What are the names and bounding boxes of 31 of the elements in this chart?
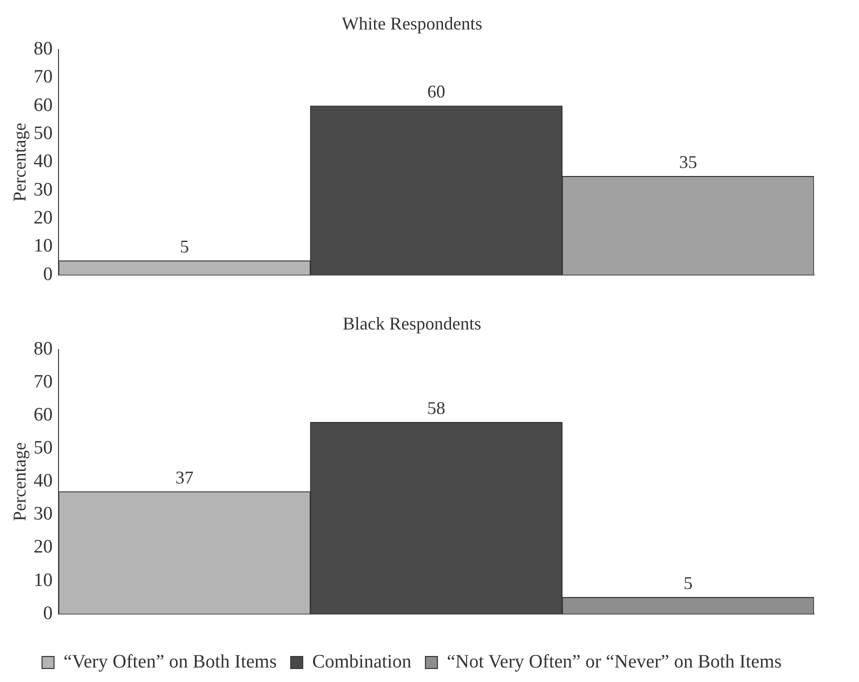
y-axis-title: Percentage	[10, 442, 30, 522]
y-tick-label: 0	[43, 602, 53, 624]
y-tick-label: 60	[34, 94, 53, 116]
y-tick-label: 80	[34, 38, 53, 60]
y-tick-label: 30	[34, 179, 53, 200]
y-tick-label: 10	[34, 236, 53, 257]
y-tick-label: 70	[34, 66, 53, 88]
y-tick-label: 50	[34, 438, 53, 459]
chart-title: White Respondents	[342, 14, 482, 34]
data-label: 37	[176, 467, 194, 488]
y-tick-label: 30	[34, 504, 53, 525]
data-label: 58	[427, 398, 446, 418]
y-tick-label: 20	[34, 207, 53, 228]
y-tick-label: 80	[34, 338, 53, 360]
y-tick-label: 0	[43, 264, 53, 285]
y-tick-label: 10	[34, 570, 53, 591]
y-tick-label: 50	[34, 123, 53, 144]
legend-label: Combination	[312, 651, 412, 672]
data-label: 35	[679, 152, 698, 172]
chart-title: Black Respondents	[342, 314, 482, 334]
y-tick-label: 40	[34, 470, 53, 492]
data-label: 5	[180, 236, 189, 256]
y-tick-label: 60	[34, 404, 53, 426]
y-tick-label: 20	[34, 536, 53, 558]
data-label: 5	[684, 573, 693, 594]
legend-label: “Not Very Often” or “Never” on Both Items	[446, 651, 782, 672]
legend-label: “Very Often” on Both Items	[64, 651, 277, 672]
y-tick-label: 70	[34, 372, 53, 393]
y-axis-title: Percentage	[10, 122, 30, 202]
data-label: 60	[427, 82, 446, 102]
y-tick-label: 40	[34, 151, 53, 172]
